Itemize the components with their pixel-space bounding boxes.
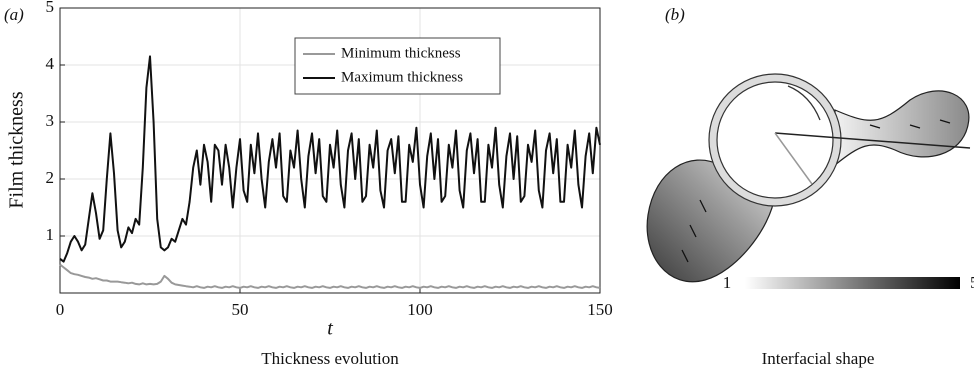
colorbar-max: 5 xyxy=(970,273,974,292)
series-line xyxy=(59,55,601,263)
flow-arrows xyxy=(681,119,951,263)
y-tick-label: 3 xyxy=(46,111,55,130)
colorbar-min: 1 xyxy=(723,273,732,292)
panel-label: (a) xyxy=(4,5,24,24)
caption: Thickness evolution xyxy=(261,349,399,368)
radius-line xyxy=(774,132,813,185)
y-tick-label: 1 xyxy=(46,225,55,244)
y-axis-label: Film thickness xyxy=(6,91,28,208)
x-tick-label: 0 xyxy=(56,300,65,319)
caption: Interfacial shape xyxy=(762,349,875,368)
panel-a: (a) Thickness evolution t Film thickness… xyxy=(4,0,613,368)
upper-lobe xyxy=(834,90,970,167)
x-axis-label: t xyxy=(327,318,333,340)
panel-b: (b) Interfacial shape 1 5 xyxy=(646,5,974,368)
legend-label: Maximum thickness xyxy=(341,69,463,85)
y-tick-label: 5 xyxy=(46,0,55,16)
legend-box xyxy=(294,37,501,95)
panel-label: (b) xyxy=(665,5,685,24)
y-tick-label: 2 xyxy=(46,168,55,187)
radius-line xyxy=(774,132,971,149)
colorbar xyxy=(745,277,960,289)
flow-arrow xyxy=(787,85,821,121)
x-tick-label: 50 xyxy=(232,300,249,319)
legend-label: Minimum thickness xyxy=(341,45,461,61)
torus-inner xyxy=(716,81,834,199)
plot-frame xyxy=(59,7,601,294)
y-tick-label: 4 xyxy=(46,54,55,73)
x-tick-label: 100 xyxy=(407,300,433,319)
x-tick-label: 150 xyxy=(587,300,613,319)
series-line xyxy=(59,263,601,289)
